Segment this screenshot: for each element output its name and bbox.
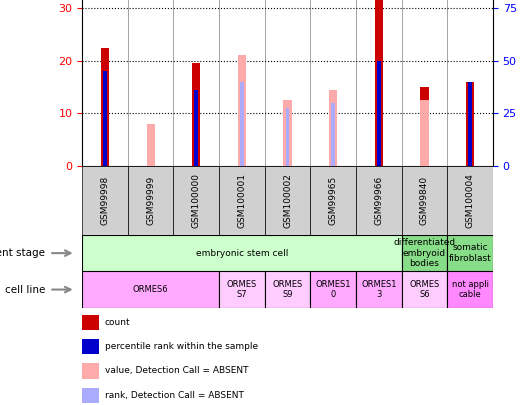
Text: GSM99966: GSM99966 (374, 176, 383, 225)
FancyBboxPatch shape (173, 166, 219, 235)
Text: development stage: development stage (0, 248, 45, 258)
Bar (420, 100, 429, 166)
FancyBboxPatch shape (264, 271, 311, 308)
FancyBboxPatch shape (356, 271, 402, 308)
Text: GSM99965: GSM99965 (329, 176, 338, 225)
FancyBboxPatch shape (311, 271, 356, 308)
Text: GSM99840: GSM99840 (420, 176, 429, 225)
Bar (101, 48, 109, 166)
FancyBboxPatch shape (402, 235, 447, 271)
FancyBboxPatch shape (447, 235, 493, 271)
Text: GSM100000: GSM100000 (192, 173, 201, 228)
Bar (468, 82, 472, 166)
Bar (82, 363, 99, 379)
Text: ORMES
S9: ORMES S9 (272, 280, 303, 299)
Text: cell line: cell line (5, 285, 45, 294)
Text: not appli
cable: not appli cable (452, 280, 489, 299)
Bar (238, 55, 246, 166)
Bar (331, 103, 335, 166)
FancyBboxPatch shape (447, 271, 493, 308)
Bar (377, 61, 381, 166)
Text: GSM100002: GSM100002 (283, 173, 292, 228)
Text: count: count (105, 318, 130, 327)
FancyBboxPatch shape (402, 166, 447, 235)
FancyBboxPatch shape (356, 166, 402, 235)
Bar (329, 90, 337, 166)
Bar (82, 388, 99, 403)
Text: ORMES1
3: ORMES1 3 (361, 280, 396, 299)
Bar (146, 124, 155, 166)
FancyBboxPatch shape (219, 271, 264, 308)
Text: GSM100001: GSM100001 (237, 173, 246, 228)
Text: GSM99999: GSM99999 (146, 176, 155, 225)
FancyBboxPatch shape (82, 235, 402, 271)
Text: embryonic stem cell: embryonic stem cell (196, 249, 288, 258)
Text: ORMES1
0: ORMES1 0 (315, 280, 351, 299)
Bar (420, 87, 429, 166)
FancyBboxPatch shape (264, 166, 311, 235)
FancyBboxPatch shape (219, 166, 264, 235)
FancyBboxPatch shape (82, 271, 219, 308)
Bar (375, 0, 383, 166)
FancyBboxPatch shape (447, 166, 493, 235)
Text: ORMES
S7: ORMES S7 (227, 280, 257, 299)
Bar (103, 71, 107, 166)
Bar (192, 64, 200, 166)
Text: differentiated
embryoid
bodies: differentiated embryoid bodies (393, 238, 455, 268)
Text: value, Detection Call = ABSENT: value, Detection Call = ABSENT (105, 367, 248, 375)
Text: rank, Detection Call = ABSENT: rank, Detection Call = ABSENT (105, 391, 244, 400)
FancyBboxPatch shape (82, 166, 128, 235)
Text: ORMES
S6: ORMES S6 (409, 280, 439, 299)
Text: percentile rank within the sample: percentile rank within the sample (105, 342, 258, 351)
Bar (284, 100, 292, 166)
Bar (286, 108, 289, 166)
Text: GSM100004: GSM100004 (465, 173, 474, 228)
FancyBboxPatch shape (402, 271, 447, 308)
FancyBboxPatch shape (311, 166, 356, 235)
Bar (195, 90, 198, 166)
Bar (82, 315, 99, 330)
Bar (466, 82, 474, 166)
Bar (240, 82, 244, 166)
Bar (82, 339, 99, 354)
Text: somatic
fibroblast: somatic fibroblast (449, 243, 491, 263)
FancyBboxPatch shape (128, 166, 173, 235)
Text: ORMES6: ORMES6 (133, 285, 169, 294)
Text: GSM99998: GSM99998 (101, 176, 110, 225)
